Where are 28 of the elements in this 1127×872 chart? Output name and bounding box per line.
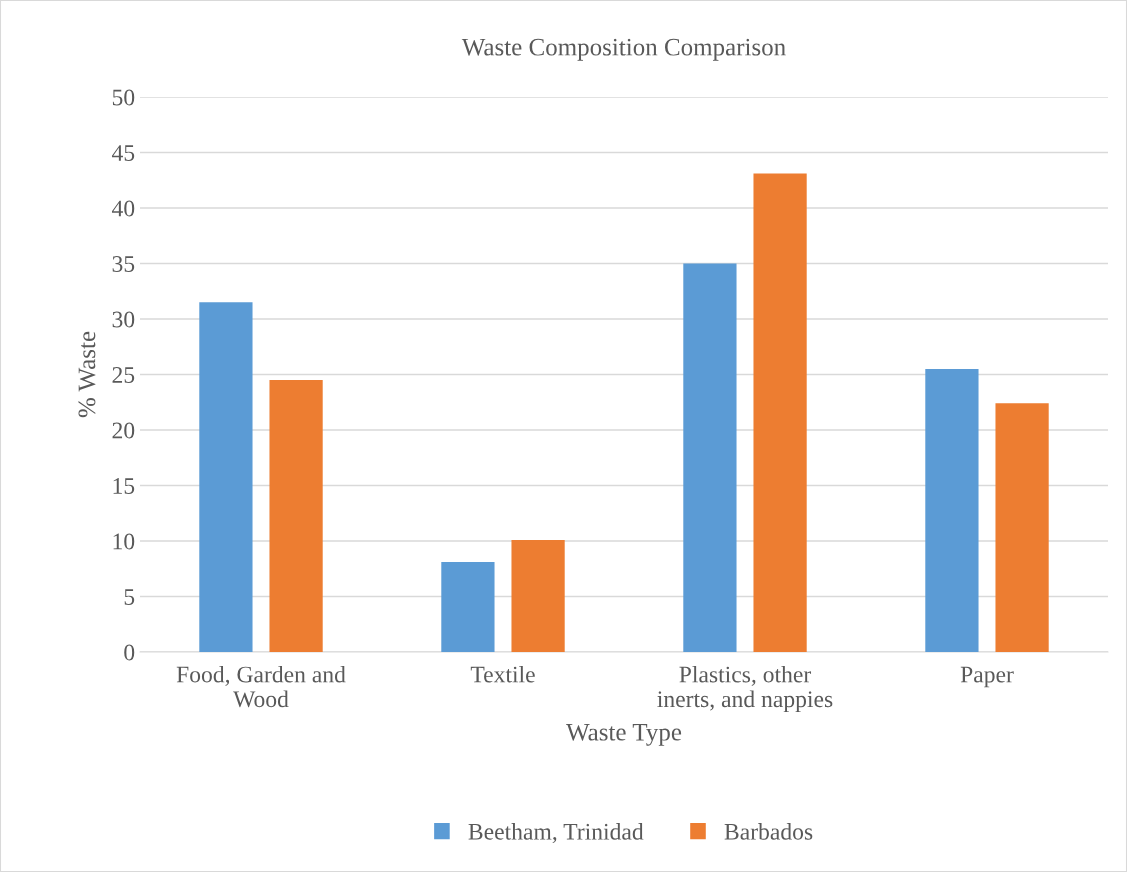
y-tick-label: 15 xyxy=(113,478,135,494)
bar xyxy=(753,173,807,652)
y-tick-label: 0 xyxy=(124,644,135,661)
bar xyxy=(925,368,979,652)
y-tick-label: 35 xyxy=(112,256,135,272)
legend-label: Beetham, Trinidad xyxy=(468,823,644,844)
bar xyxy=(511,539,565,652)
bar xyxy=(995,403,1049,652)
bar xyxy=(199,302,253,652)
bar xyxy=(683,263,737,652)
x-axis-title: Waste Type xyxy=(566,724,682,746)
y-tick-label: 25 xyxy=(112,367,135,383)
y-tick-label: 30 xyxy=(112,311,135,328)
y-tick-label: 10 xyxy=(113,533,135,550)
y-tick-label: 5 xyxy=(124,589,135,605)
chart-title: Waste Composition Comparison xyxy=(461,38,786,61)
x-tick-label: Paper xyxy=(960,666,1014,688)
x-tick-label: Textile xyxy=(470,665,535,683)
y-tick-label: 50 xyxy=(112,89,135,106)
bar xyxy=(269,380,323,652)
y-tick-label: 40 xyxy=(111,200,135,217)
x-tick-label: Food, Garden and Wood xyxy=(176,665,346,708)
y-axis-title: % Waste xyxy=(78,331,96,418)
x-tick-label: Plastics, other inerts, and nappies xyxy=(657,665,833,712)
bar xyxy=(441,562,495,652)
y-tick-label: 45 xyxy=(111,145,135,161)
y-tick-label: 20 xyxy=(112,422,135,439)
legend-label: Barbados xyxy=(724,823,813,840)
